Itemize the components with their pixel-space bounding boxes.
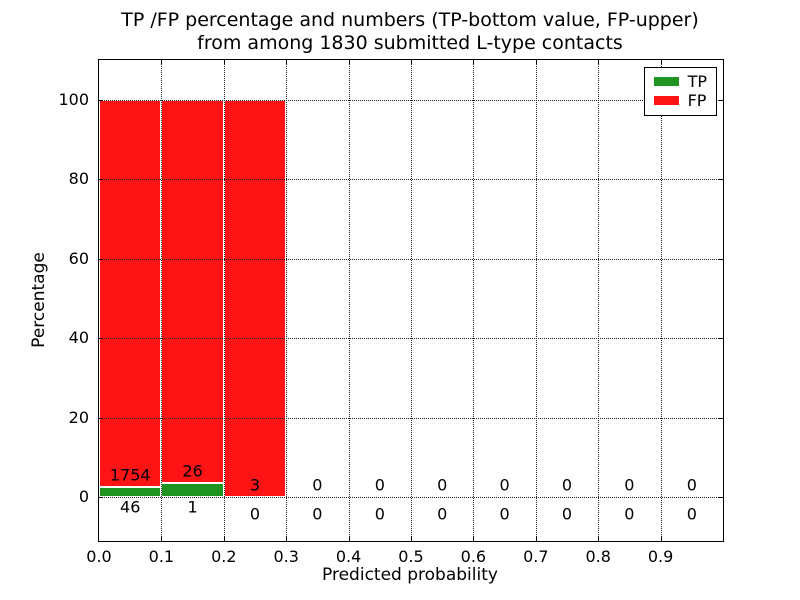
x-tick-label: 0.7: [523, 547, 549, 566]
x-tick-mark: [348, 537, 350, 541]
x-tick-label: 0.0: [86, 547, 112, 566]
bar-segment-fp: [99, 99, 162, 488]
x-tick-mark: [535, 537, 537, 541]
v-gridline: [223, 60, 225, 541]
x-tick-label: 0.4: [335, 547, 362, 566]
legend-swatch-fp-icon: [653, 96, 679, 105]
v-gridline: [660, 60, 662, 541]
fp-count-label: 0: [686, 475, 697, 495]
tp-count-label: 1: [187, 497, 198, 517]
tp-count-label: 0: [561, 504, 573, 524]
legend-label-fp: FP: [687, 91, 707, 110]
x-tick-mark: [598, 60, 600, 64]
tp-count-label: 0: [686, 504, 697, 524]
x-tick-label: 0.1: [148, 547, 175, 566]
x-tick-mark: [473, 60, 475, 64]
fp-count-label: 0: [499, 475, 510, 495]
x-tick-label: 0.8: [585, 547, 611, 566]
bar-segment-tp: [99, 487, 162, 498]
x-tick-mark: [473, 537, 475, 541]
legend: TP FP: [643, 67, 717, 116]
y-tick-mark: [719, 179, 723, 181]
y-axis-label: Percentage: [29, 252, 49, 348]
y-tick-label: 0: [78, 487, 89, 507]
v-gridline: [473, 60, 475, 541]
tp-count-label: 0: [374, 504, 385, 524]
fp-count-label: 0: [624, 475, 635, 495]
fp-count-label: 0: [561, 475, 573, 495]
y-tick-mark: [99, 179, 103, 181]
fp-count-label: 0: [374, 475, 385, 495]
x-tick-label: 0.3: [273, 547, 299, 566]
fp-count-label: 0: [312, 475, 323, 495]
fp-count-label: 3: [249, 475, 261, 495]
x-tick-mark: [411, 60, 412, 64]
x-tick-mark: [348, 60, 350, 64]
x-tick-mark: [161, 60, 163, 64]
x-tick-mark: [660, 60, 662, 64]
y-tick-mark: [99, 338, 103, 340]
chart-title-line1: TP /FP percentage and numbers (TP-bottom…: [121, 9, 699, 31]
x-tick-mark: [161, 537, 163, 541]
y-tick-mark: [719, 338, 723, 340]
v-gridline: [348, 60, 350, 541]
tp-count-label: 0: [499, 504, 510, 524]
x-tick-mark: [223, 537, 225, 541]
x-tick-mark: [535, 60, 537, 64]
fp-count-label: 26: [182, 461, 203, 481]
y-tick-mark: [719, 497, 723, 499]
bar-segment-fp: [161, 99, 224, 483]
y-tick-mark: [99, 417, 103, 419]
y-tick-label: 100: [58, 89, 89, 109]
x-tick-mark: [223, 60, 225, 64]
y-tick-label: 40: [68, 328, 89, 348]
chart-title: TP /FP percentage and numbers (TP-bottom…: [98, 9, 722, 55]
tp-count-label: 0: [312, 504, 323, 524]
tp-count-label: 0: [624, 504, 635, 524]
x-tick-label: 0.9: [647, 547, 674, 566]
y-tick-mark: [99, 99, 103, 101]
x-tick-label: 0.6: [460, 547, 487, 566]
y-tick-label: 80: [68, 169, 89, 189]
tp-count-label: 0: [249, 504, 261, 524]
chart-title-line2: from among 1830 submitted L-type contact…: [197, 32, 623, 54]
tp-count-label: 0: [437, 504, 448, 524]
x-axis-label: Predicted probability: [322, 565, 498, 585]
y-tick-mark: [99, 497, 103, 499]
x-tick-label: 0.5: [398, 547, 424, 566]
x-tick-label: 0.2: [211, 547, 237, 566]
y-tick-mark: [99, 258, 103, 260]
plot-area: TP FP 0 20 40 60 80 100 0.0 0.1 0.2 0.3 0.4 0.5 0.6 0…: [58, 59, 724, 566]
x-tick-mark: [660, 537, 662, 541]
y-tick-label: 20: [68, 407, 89, 427]
y-tick-mark: [719, 417, 723, 419]
x-tick-mark: [286, 537, 288, 541]
v-gridline: [161, 60, 163, 541]
x-tick-mark: [411, 537, 412, 541]
x-tick-mark: [286, 60, 288, 64]
v-gridline: [535, 60, 537, 541]
fp-count-label: 1754: [109, 465, 151, 485]
legend-item-tp: TP: [653, 72, 707, 91]
legend-label-tp: TP: [687, 72, 707, 91]
fp-count-label: 0: [437, 475, 448, 495]
y-tick-mark: [719, 258, 723, 260]
bar-segment-tp: [161, 482, 224, 498]
legend-item-fp: FP: [653, 91, 707, 110]
bar-segment-fp: [223, 99, 287, 498]
v-gridline: [286, 60, 288, 541]
tp-count-label: 46: [120, 497, 141, 517]
legend-swatch-tp-icon: [653, 77, 679, 86]
x-tick-mark: [598, 537, 600, 541]
v-gridline: [411, 60, 412, 541]
y-tick-label: 60: [68, 248, 89, 268]
y-tick-mark: [719, 99, 723, 101]
v-gridline: [598, 60, 600, 541]
